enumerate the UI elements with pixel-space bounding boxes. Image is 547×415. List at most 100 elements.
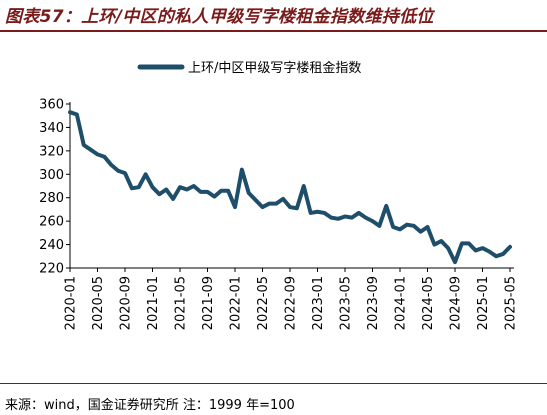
data-point [164, 187, 168, 192]
data-point [460, 241, 464, 245]
data-point [171, 197, 175, 201]
data-point [295, 206, 299, 210]
chart-title: 图表57：上环/中区的私人甲级写字楼租金指数维持低位 [5, 7, 434, 27]
data-point [75, 112, 79, 117]
y-tick-label: 300 [39, 168, 64, 183]
data-point [480, 246, 485, 250]
data-point [508, 245, 512, 249]
data-point [288, 205, 292, 209]
data-point [329, 216, 333, 220]
data-point [412, 224, 416, 228]
x-tick-label: 2021-01 [146, 276, 161, 330]
axes [66, 102, 514, 272]
x-tick-label: 2025-01 [476, 276, 491, 330]
data-point [102, 155, 106, 159]
data-point [82, 143, 86, 147]
data-point [144, 172, 148, 176]
data-point [123, 171, 127, 175]
series-line [68, 110, 512, 265]
data-point [260, 205, 265, 209]
data-point [89, 148, 93, 152]
data-point [130, 186, 134, 190]
x-tick-label: 2024-09 [449, 276, 464, 330]
footer-rule [0, 383, 547, 384]
data-point [370, 219, 375, 223]
data-point [233, 205, 237, 209]
legend: 上环/中区甲级写字楼租金指数 [137, 60, 361, 76]
y-tick-label: 240 [39, 238, 64, 253]
data-point [150, 185, 155, 189]
y-tick-label: 220 [39, 262, 64, 277]
data-point [240, 168, 244, 172]
data-point [343, 214, 347, 219]
data-point [254, 198, 258, 202]
data-point [274, 201, 278, 206]
data-point [95, 152, 100, 156]
data-point [405, 223, 409, 227]
data-point [157, 192, 161, 196]
x-tick-label: 2022-05 [256, 276, 271, 330]
x-tick-label: 2020-09 [119, 276, 134, 330]
data-point [322, 211, 326, 215]
y-tick-labels: 220 240 260 280 300 320 340 360 [39, 98, 64, 277]
x-tick-label: 2025-05 [504, 276, 519, 330]
data-point [205, 190, 210, 194]
x-tick-label: 2020-05 [91, 276, 106, 330]
data-point [116, 169, 120, 173]
data-points [68, 110, 512, 264]
data-point [219, 189, 223, 193]
data-point [302, 184, 306, 188]
data-point [357, 211, 361, 215]
data-point [178, 185, 182, 189]
data-point [315, 210, 320, 214]
data-point [467, 241, 471, 245]
x-tick-label: 2023-01 [311, 276, 326, 330]
data-point [398, 227, 402, 231]
data-point [267, 201, 271, 206]
x-tick-label: 2021-05 [174, 276, 189, 330]
data-point [350, 216, 354, 220]
x-tick-label: 2024-01 [394, 276, 409, 330]
y-tick-label: 320 [39, 144, 64, 159]
data-point [68, 110, 72, 114]
y-tick-label: 360 [39, 98, 64, 113]
y-tick-label: 280 [39, 191, 64, 206]
x-tick-label: 2020-01 [64, 276, 79, 330]
x-tick-label: 2022-09 [284, 276, 299, 330]
data-point [419, 230, 423, 234]
data-point [377, 224, 381, 228]
data-point [494, 254, 498, 258]
data-point [336, 217, 340, 221]
x-tick-labels: 2020-01 2020-05 2020-09 2021-01 2021-05 2021-… [64, 276, 519, 330]
data-point [446, 246, 450, 250]
data-point [192, 184, 196, 188]
y-tick-label: 340 [39, 121, 64, 136]
data-point [199, 190, 203, 194]
data-point [281, 197, 285, 201]
data-point [384, 204, 388, 208]
data-point [501, 252, 505, 256]
x-tick-label: 2023-09 [366, 276, 381, 330]
data-point [309, 211, 313, 215]
x-tick-label: 2023-05 [339, 276, 354, 330]
data-point [109, 163, 113, 167]
data-point [226, 189, 230, 193]
data-point [453, 260, 457, 264]
data-point [487, 250, 491, 254]
data-point [474, 248, 478, 253]
y-tick-label: 260 [39, 215, 64, 230]
data-point [425, 225, 430, 229]
data-point [364, 216, 368, 220]
line-chart: 上环/中区甲级写字楼租金指数 220240260280300320340360 … [39, 60, 519, 330]
data-point [432, 242, 436, 247]
x-tick-label: 2021-09 [201, 276, 216, 330]
data-point [439, 239, 443, 243]
data-point [137, 185, 141, 189]
legend-label: 上环/中区甲级写字楼租金指数 [188, 60, 361, 76]
data-point [247, 191, 251, 195]
data-point [185, 187, 189, 192]
source-note: 来源：wind，国金证券研究所 注：1999 年=100 [5, 398, 295, 413]
data-point [391, 225, 395, 229]
x-tick-label: 2022-01 [229, 276, 244, 330]
x-tick-label: 2024-05 [421, 276, 436, 330]
